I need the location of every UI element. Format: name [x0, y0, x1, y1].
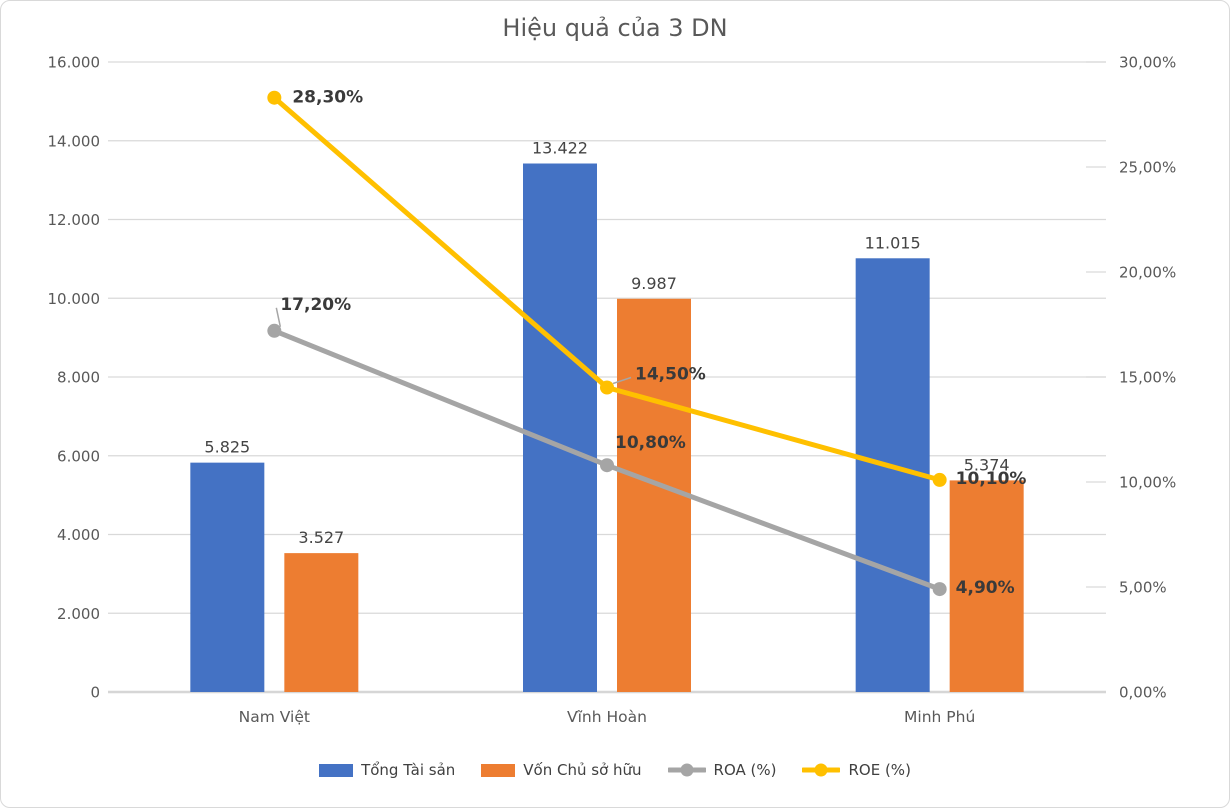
- y-axis-right-label: 5,00%: [1119, 579, 1167, 597]
- y-axis-left-label: 10.000: [48, 290, 101, 308]
- bar: [523, 163, 597, 693]
- line-marker: [932, 582, 947, 597]
- y-axis-left-label: 4.000: [57, 526, 100, 544]
- point-value-label: 28,30%: [292, 88, 363, 108]
- x-axis-category-label: Minh Phú: [904, 708, 975, 726]
- legend-bar-swatch-icon: [481, 763, 516, 777]
- line-marker: [267, 90, 282, 105]
- legend-line-marker-icon: [667, 763, 706, 777]
- y-axis-left-label: 8.000: [57, 369, 100, 387]
- bar: [949, 480, 1024, 692]
- legend-label: ROA (%): [713, 761, 777, 779]
- bar-value-label: 5.825: [204, 438, 250, 457]
- line-series: [271, 95, 943, 483]
- y-axis-right-label: 0,00%: [1119, 684, 1167, 702]
- legend-label: Tổng Tài sản: [361, 761, 456, 779]
- chart-plot-area: 5.825 13.422 11.015 3.527 9.987 5.374 17,20% 10…: [48, 54, 1177, 727]
- legend-item: Tổng Tài sản: [319, 761, 455, 779]
- y-axis-left-label: 6.000: [57, 447, 100, 465]
- bar-value-label: 11.015: [865, 233, 921, 252]
- bar-value-label: 9.987: [631, 274, 677, 293]
- legend-item: ROA (%): [667, 761, 777, 779]
- legend-item: ROE (%): [802, 761, 911, 779]
- point-value-label: 4,90%: [956, 578, 1015, 598]
- y-axis-right-label: 15,00%: [1119, 369, 1176, 387]
- y-axis-right-label: 25,00%: [1119, 159, 1176, 177]
- bar-value-label: 3.527: [298, 528, 344, 547]
- y-axis-left-label: 12.000: [48, 211, 101, 229]
- point-value-label: 10,10%: [956, 469, 1027, 489]
- legend-item: Vốn Chủ sở hữu: [481, 761, 642, 779]
- legend-label: ROE (%): [848, 761, 911, 779]
- line-marker: [600, 458, 614, 473]
- legend-line-marker-icon: [802, 763, 841, 777]
- y-axis-left-label: 14.000: [48, 132, 101, 150]
- bar: [617, 298, 691, 692]
- y-axis-left-label: 2.000: [57, 605, 100, 623]
- label-leader-line: [275, 307, 282, 327]
- line-marker: [600, 380, 614, 395]
- line-marker: [267, 323, 282, 338]
- point-value-label: 14,50%: [635, 365, 706, 385]
- chart-title: Hiệu quả của 3 DN: [502, 14, 728, 42]
- x-axis-category-label: Vĩnh Hoàn: [567, 708, 647, 726]
- y-axis-right-label: 30,00%: [1119, 54, 1176, 72]
- y-axis-left-label: 0: [90, 684, 100, 702]
- chart-legend: Tổng Tài sản Vốn Chủ sở hữu ROA (%) ROE (%): [1, 761, 1229, 779]
- y-axis-left-label: 16.000: [48, 54, 101, 72]
- bar: [284, 553, 359, 692]
- y-axis-right-label: 10,00%: [1119, 474, 1176, 492]
- point-value-label: 17,20%: [280, 295, 351, 315]
- point-value-label: 10,80%: [615, 433, 686, 453]
- legend-label: Vốn Chủ sở hữu: [523, 761, 642, 779]
- bar-value-label: 13.422: [532, 139, 588, 158]
- bar: [190, 462, 265, 692]
- legend-bar-swatch-icon: [319, 763, 354, 777]
- y-axis-right-label: 20,00%: [1119, 264, 1176, 282]
- bar-value-label: 5.374: [964, 455, 1010, 474]
- line-marker: [932, 472, 947, 487]
- x-axis-category-label: Nam Việt: [239, 708, 310, 726]
- label-leader-line: [612, 376, 632, 385]
